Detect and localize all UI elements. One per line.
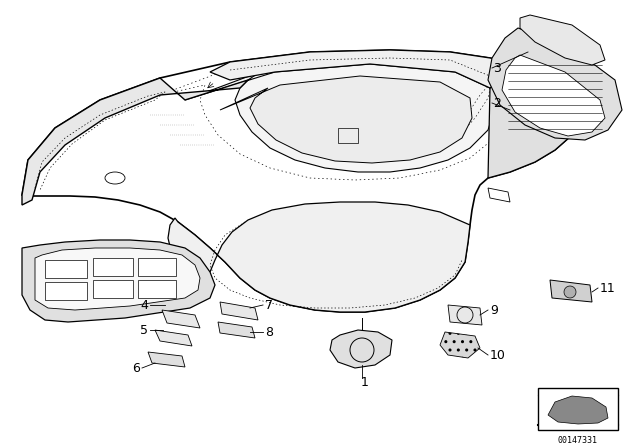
Text: 9: 9: [490, 303, 498, 316]
Polygon shape: [488, 28, 622, 140]
Polygon shape: [162, 310, 200, 328]
Polygon shape: [502, 55, 605, 136]
Polygon shape: [218, 322, 255, 338]
Text: 11: 11: [600, 281, 616, 294]
Text: 4: 4: [140, 298, 148, 311]
Text: 00147331: 00147331: [558, 435, 598, 444]
Polygon shape: [45, 282, 87, 300]
Polygon shape: [93, 280, 133, 298]
Polygon shape: [330, 330, 392, 368]
Polygon shape: [185, 64, 495, 172]
Text: 5: 5: [140, 323, 148, 336]
Circle shape: [564, 286, 576, 298]
Text: 6: 6: [132, 362, 140, 375]
Text: 10: 10: [490, 349, 506, 362]
Text: 7: 7: [265, 298, 273, 311]
Polygon shape: [148, 352, 185, 367]
Polygon shape: [35, 248, 200, 310]
Polygon shape: [155, 330, 192, 346]
Polygon shape: [220, 76, 472, 163]
Polygon shape: [22, 50, 578, 312]
Polygon shape: [93, 258, 133, 276]
Polygon shape: [22, 240, 215, 322]
Text: 1: 1: [361, 375, 369, 388]
Polygon shape: [220, 302, 258, 320]
Polygon shape: [22, 78, 248, 205]
Text: 8: 8: [265, 326, 273, 339]
Polygon shape: [440, 332, 480, 358]
Polygon shape: [210, 50, 520, 88]
Polygon shape: [45, 260, 87, 278]
Polygon shape: [550, 280, 592, 302]
Polygon shape: [520, 15, 605, 65]
Polygon shape: [548, 396, 608, 424]
Text: 2: 2: [493, 96, 501, 109]
Polygon shape: [138, 258, 176, 276]
Bar: [338, 128, 358, 143]
Polygon shape: [168, 202, 470, 312]
Text: 3: 3: [493, 61, 501, 74]
Bar: [538, 388, 618, 430]
Polygon shape: [138, 280, 176, 298]
Polygon shape: [448, 305, 482, 325]
Polygon shape: [488, 65, 578, 178]
Polygon shape: [488, 188, 510, 202]
